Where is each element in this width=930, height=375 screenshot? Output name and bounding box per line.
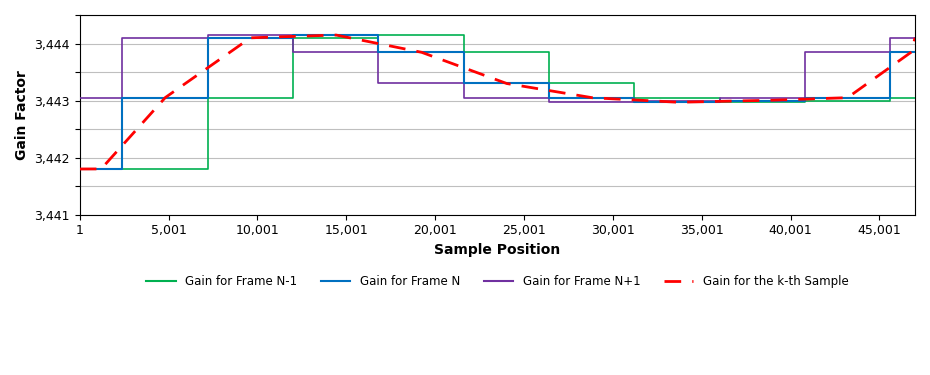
Legend: Gain for Frame N-1, Gain for Frame N, Gain for Frame N+1, Gain for the k-th Samp: Gain for Frame N-1, Gain for Frame N, Ga… xyxy=(141,270,854,292)
Y-axis label: Gain Factor: Gain Factor xyxy=(15,70,29,160)
X-axis label: Sample Position: Sample Position xyxy=(434,243,561,257)
